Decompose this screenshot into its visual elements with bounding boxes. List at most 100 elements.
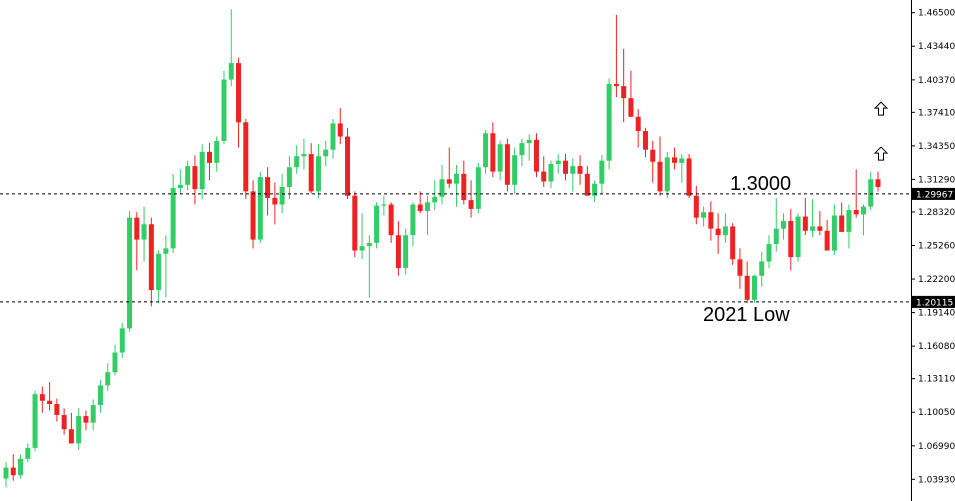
- candle-body: [701, 212, 707, 218]
- candle-body: [228, 63, 234, 80]
- candle-body: [206, 151, 212, 163]
- candle-body: [461, 173, 467, 201]
- y-tick-label: 1.16080: [918, 342, 955, 352]
- hline-axis-value: 1.20115: [916, 298, 953, 308]
- candle-body: [824, 230, 830, 251]
- candle-body: [722, 226, 728, 236]
- candle-body: [810, 226, 816, 231]
- candle-body: [454, 173, 460, 184]
- candle-body: [868, 179, 874, 207]
- candle-body: [853, 209, 859, 215]
- candle-body: [759, 261, 765, 276]
- candle-body: [243, 122, 249, 192]
- candle-body: [76, 416, 82, 444]
- candle-body: [846, 209, 852, 232]
- candle-body: [141, 224, 147, 240]
- candle-body: [512, 155, 518, 185]
- candle-body: [127, 217, 133, 329]
- candle-body: [3, 467, 9, 479]
- candle-body: [802, 216, 808, 231]
- candle-body: [686, 158, 692, 196]
- y-tick-label: 1.03930: [918, 475, 955, 485]
- candle-body: [170, 188, 176, 249]
- candle-body: [90, 405, 96, 423]
- candle-body: [315, 156, 321, 192]
- candle-body: [25, 447, 31, 459]
- price-axis-group: 1.46500 1.43440 1.40370 1.37410 1.34350 1.312…: [911, 9, 955, 485]
- candle-body: [148, 224, 154, 291]
- y-tick-label: 1.34350: [918, 142, 955, 152]
- candle-body: [265, 177, 271, 198]
- candle-body: [417, 204, 423, 212]
- candle-body: [584, 173, 590, 196]
- candle-body: [788, 220, 794, 258]
- candle-body: [39, 394, 45, 401]
- candle-body: [439, 179, 445, 197]
- candle-body: [650, 149, 656, 162]
- candle-body: [279, 186, 285, 205]
- hline-axis-badge: [912, 295, 955, 308]
- candle-body: [294, 156, 300, 168]
- candle-body: [301, 154, 307, 157]
- candle-body: [621, 86, 627, 99]
- y-tick-label: 1.43440: [918, 42, 955, 52]
- candle-body: [570, 166, 576, 174]
- candle-body: [192, 166, 198, 190]
- candle-body: [236, 63, 242, 123]
- candle-body: [468, 200, 474, 209]
- candle-body: [374, 205, 380, 243]
- candle-body: [751, 275, 757, 300]
- candle-body: [533, 139, 539, 172]
- candle-body: [214, 140, 220, 163]
- candle-body: [68, 429, 74, 444]
- horizontal-lines-group: 1.29967 1.3000 1.20115 2021 Low: [0, 173, 955, 326]
- candle-body: [47, 400, 53, 405]
- candle-body: [424, 202, 430, 212]
- candle-body: [366, 242, 372, 247]
- candle-body: [577, 166, 583, 174]
- candle-body: [730, 226, 736, 260]
- candle-body: [177, 184, 183, 189]
- candle-body: [693, 195, 699, 218]
- candle-body: [250, 191, 256, 240]
- candle-body: [32, 394, 38, 448]
- candle-body: [563, 160, 569, 174]
- candle-body: [345, 136, 351, 196]
- arrow-marks-group: [873, 101, 889, 161]
- up-arrow-icon: [873, 146, 889, 161]
- candle-body: [679, 158, 685, 163]
- candle-body: [381, 204, 387, 206]
- candle-body: [657, 161, 663, 192]
- candle-body: [272, 197, 278, 205]
- candle-body: [388, 204, 394, 236]
- candle-body: [359, 246, 365, 251]
- y-tick-label: 1.28320: [918, 208, 955, 218]
- candle-body: [257, 177, 263, 240]
- candle-body: [134, 217, 140, 240]
- candle-body: [403, 235, 409, 269]
- up-arrow-icon: [873, 101, 889, 116]
- y-tick-label: 1.13110: [918, 375, 955, 385]
- y-tick-label: 1.31290: [918, 175, 955, 185]
- candle-body: [323, 149, 329, 157]
- candle-body: [352, 195, 358, 251]
- candle-body: [839, 215, 845, 232]
- y-tick-label: 1.06990: [918, 442, 955, 452]
- candle-body: [490, 133, 496, 172]
- candle-body: [548, 163, 554, 182]
- candle-body: [766, 243, 772, 262]
- candle-body: [715, 228, 721, 236]
- candle-body: [664, 157, 670, 192]
- candle-body: [97, 385, 103, 406]
- candle-body: [875, 179, 881, 187]
- candle-body: [446, 179, 452, 184]
- candle-body: [555, 160, 561, 164]
- candle-body: [592, 183, 598, 196]
- y-tick-label: 1.22200: [918, 275, 955, 285]
- candle-body: [606, 83, 612, 161]
- candle-body: [613, 83, 619, 87]
- candle-body: [112, 352, 118, 373]
- candle-body: [337, 123, 343, 137]
- y-tick-label: 1.25260: [918, 242, 955, 252]
